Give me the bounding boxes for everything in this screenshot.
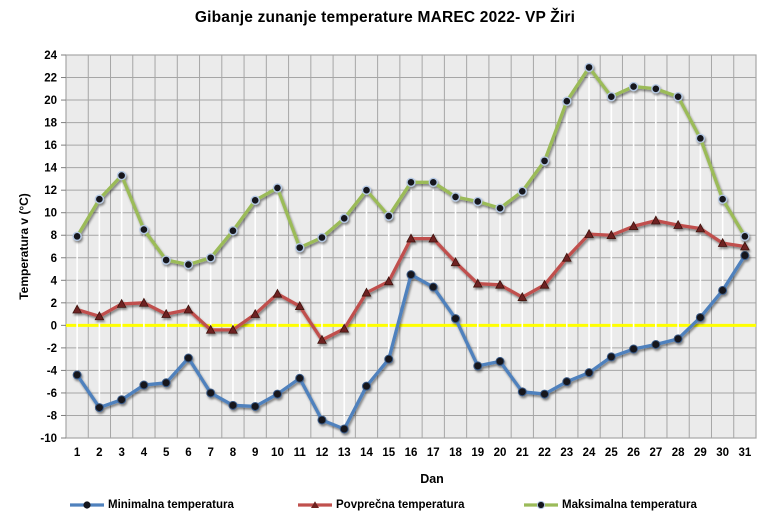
svg-text:16: 16: [44, 140, 57, 152]
svg-text:18: 18: [449, 447, 462, 459]
svg-text:2: 2: [96, 447, 102, 459]
legend-item-povprecna: Povprečna temperatura: [298, 496, 464, 514]
x-axis: 1 2 3 4 5 6 7 8 9 10 11 12 13 14 15 16 17 18 19 20 21 22 23 24 2…: [74, 447, 752, 459]
svg-text:20: 20: [494, 447, 507, 459]
legend-label-povprecna: Povprečna temperatura: [336, 499, 465, 511]
svg-text:22: 22: [44, 73, 57, 85]
svg-text:18: 18: [44, 118, 57, 130]
svg-text:-4: -4: [47, 365, 58, 377]
svg-text:28: 28: [672, 447, 685, 459]
y-axis-title: Temperatura v (°C): [17, 193, 31, 300]
svg-text:8: 8: [230, 447, 237, 459]
svg-text:-8: -8: [47, 410, 58, 422]
svg-text:29: 29: [694, 447, 707, 459]
svg-text:6: 6: [185, 447, 191, 459]
series-avg: [72, 215, 750, 344]
plot-border: [65, 54, 757, 439]
svg-text:31: 31: [738, 447, 751, 459]
svg-text:30: 30: [716, 447, 729, 459]
series-min: [72, 251, 750, 434]
svg-text:21: 21: [516, 447, 529, 459]
svg-text:16: 16: [405, 447, 418, 459]
svg-text:0: 0: [51, 320, 57, 332]
svg-text:12: 12: [44, 185, 57, 197]
svg-text:3: 3: [118, 447, 124, 459]
svg-text:23: 23: [560, 447, 573, 459]
svg-text:6: 6: [51, 253, 57, 265]
svg-text:15: 15: [382, 447, 395, 459]
svg-text:12: 12: [316, 447, 329, 459]
svg-text:27: 27: [649, 447, 662, 459]
svg-text:10: 10: [44, 208, 57, 220]
svg-text:14: 14: [360, 447, 373, 459]
svg-text:-6: -6: [47, 388, 57, 400]
svg-text:24: 24: [44, 50, 57, 62]
legend-label-maksimalna: Maksimalna temperatura: [562, 499, 697, 511]
chart-title: Gibanje zunanje temperature MAREC 2022- …: [194, 9, 576, 26]
svg-text:8: 8: [51, 230, 58, 242]
svg-text:22: 22: [538, 447, 551, 459]
svg-text:24: 24: [583, 447, 596, 459]
svg-text:19: 19: [471, 447, 484, 459]
svg-text:2: 2: [51, 298, 57, 310]
svg-text:14: 14: [44, 163, 57, 175]
legend-item-minimalna: Minimalna temperatura: [70, 496, 234, 514]
svg-text:13: 13: [338, 447, 351, 459]
legend-marker-maksimalna-icon: [524, 500, 558, 510]
x-axis-title: Dan: [420, 472, 444, 486]
svg-text:-2: -2: [47, 343, 57, 355]
svg-text:4: 4: [141, 447, 148, 459]
legend-marker-povprecna-icon: [298, 501, 332, 508]
legend-marker-minimalna-icon: [70, 501, 104, 509]
svg-text:26: 26: [627, 447, 640, 459]
svg-text:10: 10: [271, 447, 284, 459]
svg-text:17: 17: [427, 447, 440, 459]
svg-text:-10: -10: [40, 433, 57, 445]
svg-text:25: 25: [605, 447, 618, 459]
svg-text:9: 9: [252, 447, 258, 459]
svg-text:11: 11: [294, 447, 307, 459]
series-max: [72, 62, 750, 270]
svg-text:20: 20: [44, 95, 57, 107]
svg-text:1: 1: [74, 447, 81, 459]
svg-text:5: 5: [163, 447, 170, 459]
legend-item-maksimalna: Maksimalna temperatura: [524, 496, 697, 514]
svg-text:7: 7: [207, 447, 213, 459]
legend-label-minimalna: Minimalna temperatura: [108, 499, 234, 511]
svg-text:4: 4: [51, 275, 58, 287]
